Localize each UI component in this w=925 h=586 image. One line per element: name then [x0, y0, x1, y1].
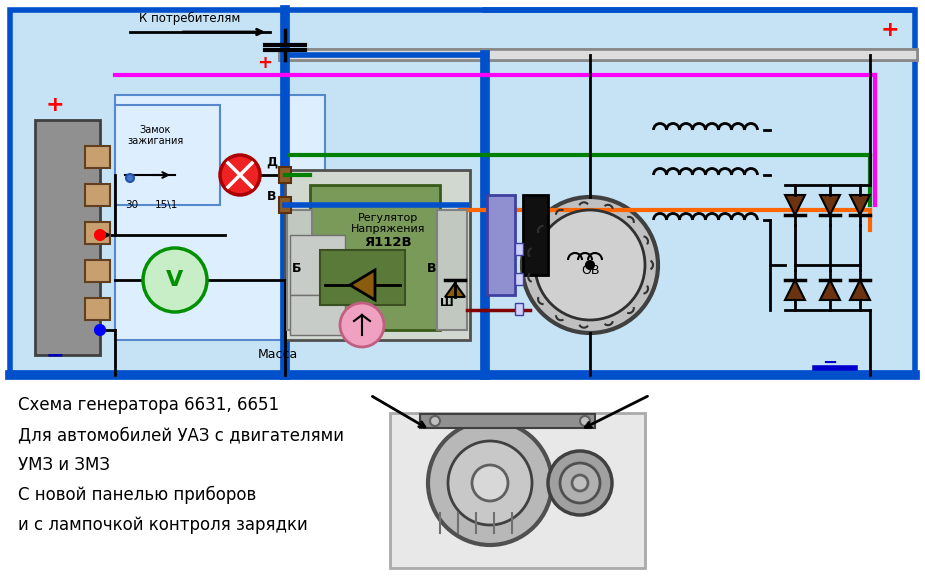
- Text: Ш: Ш: [440, 298, 454, 308]
- Circle shape: [548, 451, 612, 515]
- Text: 30: 30: [125, 200, 138, 210]
- Polygon shape: [350, 270, 375, 300]
- Text: −: −: [822, 354, 837, 372]
- Circle shape: [560, 463, 600, 503]
- Circle shape: [430, 416, 440, 426]
- Polygon shape: [785, 195, 805, 215]
- Bar: [515, 273, 523, 285]
- Bar: [10, 10, 915, 375]
- Circle shape: [572, 475, 588, 491]
- Polygon shape: [785, 280, 805, 300]
- Bar: [85, 146, 110, 168]
- Bar: [523, 195, 548, 275]
- Text: ОВ: ОВ: [581, 264, 599, 277]
- Bar: [285, 170, 470, 340]
- Circle shape: [126, 174, 134, 182]
- Text: Напряжения: Напряжения: [351, 224, 426, 234]
- Text: и с лампочкой контроля зарядки: и с лампочкой контроля зарядки: [18, 516, 308, 534]
- Text: Д: Д: [266, 155, 278, 169]
- Text: Для автомобилей УАЗ с двигателями: Для автомобилей УАЗ с двигателями: [18, 426, 344, 444]
- Circle shape: [472, 465, 508, 501]
- Bar: [437, 210, 467, 330]
- Text: В: В: [427, 261, 437, 274]
- Bar: [320, 250, 405, 305]
- Bar: [515, 243, 523, 255]
- Circle shape: [448, 441, 532, 525]
- Text: С новой панелью приборов: С новой панелью приборов: [18, 486, 256, 504]
- Bar: [515, 303, 523, 315]
- Circle shape: [95, 230, 105, 240]
- Bar: [279, 197, 291, 213]
- Text: Я112В: Я112В: [364, 236, 412, 248]
- Circle shape: [340, 303, 384, 347]
- Text: 15\1: 15\1: [155, 200, 179, 210]
- Bar: [390, 413, 645, 568]
- Circle shape: [535, 210, 645, 320]
- Text: УМЗ и ЗМЗ: УМЗ и ЗМЗ: [18, 456, 110, 474]
- Bar: [85, 222, 110, 244]
- Text: −: −: [45, 345, 65, 365]
- Bar: [420, 414, 595, 428]
- Bar: [290, 235, 345, 295]
- Bar: [115, 95, 325, 340]
- Text: +: +: [257, 54, 273, 72]
- Circle shape: [220, 155, 260, 195]
- Text: К потребителям: К потребителям: [140, 12, 240, 25]
- Text: Замок: Замок: [140, 125, 171, 135]
- Bar: [290, 295, 345, 335]
- Bar: [287, 210, 312, 330]
- Bar: [85, 260, 110, 282]
- Text: +: +: [45, 95, 65, 115]
- Bar: [35, 120, 100, 355]
- Bar: [279, 167, 291, 183]
- Text: Регулятор: Регулятор: [358, 213, 418, 223]
- Bar: [487, 195, 515, 295]
- Polygon shape: [850, 195, 870, 215]
- Text: +: +: [881, 20, 899, 40]
- Polygon shape: [850, 280, 870, 300]
- Polygon shape: [445, 283, 465, 297]
- Polygon shape: [820, 195, 840, 215]
- Circle shape: [428, 421, 552, 545]
- Text: Схема генератора 6631, 6651: Схема генератора 6631, 6651: [18, 396, 279, 414]
- Text: V: V: [166, 270, 184, 290]
- Text: Масса: Масса: [258, 349, 298, 362]
- Text: В: В: [267, 190, 277, 203]
- Circle shape: [580, 416, 590, 426]
- Bar: [115, 105, 220, 205]
- Circle shape: [586, 261, 594, 269]
- Text: зажигания: зажигания: [127, 136, 183, 146]
- Circle shape: [143, 248, 207, 312]
- Circle shape: [95, 325, 105, 335]
- Bar: [310, 185, 440, 330]
- Bar: [85, 184, 110, 206]
- Bar: [85, 298, 110, 320]
- Polygon shape: [820, 280, 840, 300]
- Circle shape: [522, 197, 658, 333]
- Text: Б: Б: [292, 261, 302, 274]
